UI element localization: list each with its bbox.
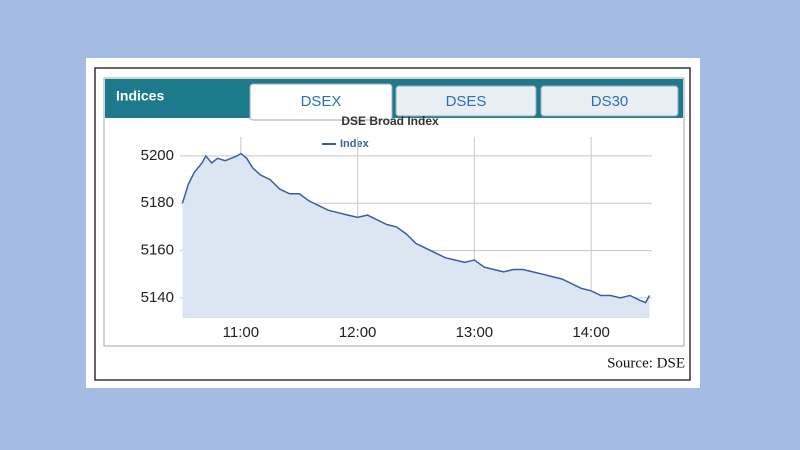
tab-label[interactable]: DS30 xyxy=(591,93,629,110)
tab-label[interactable]: DSES xyxy=(446,93,487,110)
area xyxy=(182,153,650,318)
tab[interactable] xyxy=(395,85,537,117)
tab[interactable] xyxy=(540,85,679,117)
line xyxy=(181,152,651,304)
y-tick-label: 5140 xyxy=(141,289,174,306)
y-tick-label: 5200 xyxy=(141,147,174,164)
source: Source: DSE xyxy=(607,355,685,371)
y-tick-label: 5160 xyxy=(141,242,174,259)
frame xyxy=(94,67,691,381)
tab-label[interactable]: DSEX xyxy=(301,93,342,110)
legend-label: Index xyxy=(340,138,370,150)
y-tick-label: 5180 xyxy=(141,194,174,211)
tab[interactable] xyxy=(249,83,393,121)
panel-title: Indices xyxy=(116,88,164,104)
x-tick-label: 13:00 xyxy=(456,324,494,341)
x-tick-label: 14:00 xyxy=(572,324,610,341)
chart-title: DSE Broad Index xyxy=(341,114,439,128)
x-tick-label: 11:00 xyxy=(223,324,259,341)
x-tick-label: 12:00 xyxy=(339,324,377,341)
